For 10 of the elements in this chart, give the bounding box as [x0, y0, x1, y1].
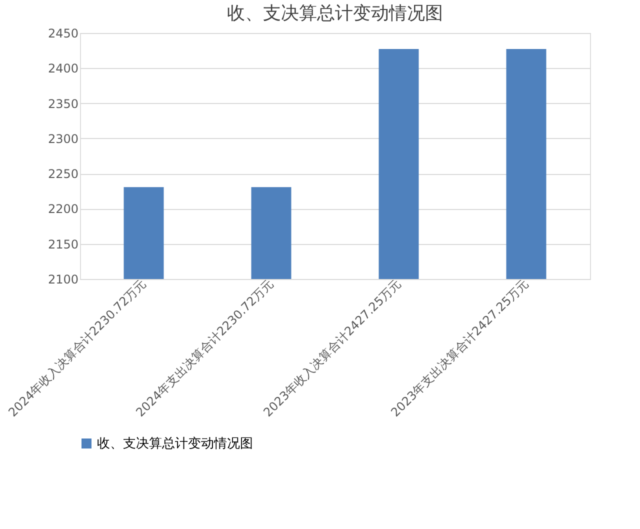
y-tick-label: 2200 — [48, 202, 78, 216]
y-tick-label: 2350 — [48, 96, 78, 111]
legend-label: 收、支决算总计变动情况图 — [97, 436, 253, 452]
chart-title: 收、支决算总计变动情况图 — [227, 3, 443, 24]
y-tick-label: 2400 — [48, 62, 78, 76]
y-tick-label: 2150 — [48, 237, 78, 252]
y-tick-label: 2450 — [48, 26, 78, 40]
y-tick-label: 2250 — [48, 167, 78, 182]
y-tick-label: 2100 — [48, 272, 78, 286]
y-tick-label: 2300 — [48, 132, 78, 146]
